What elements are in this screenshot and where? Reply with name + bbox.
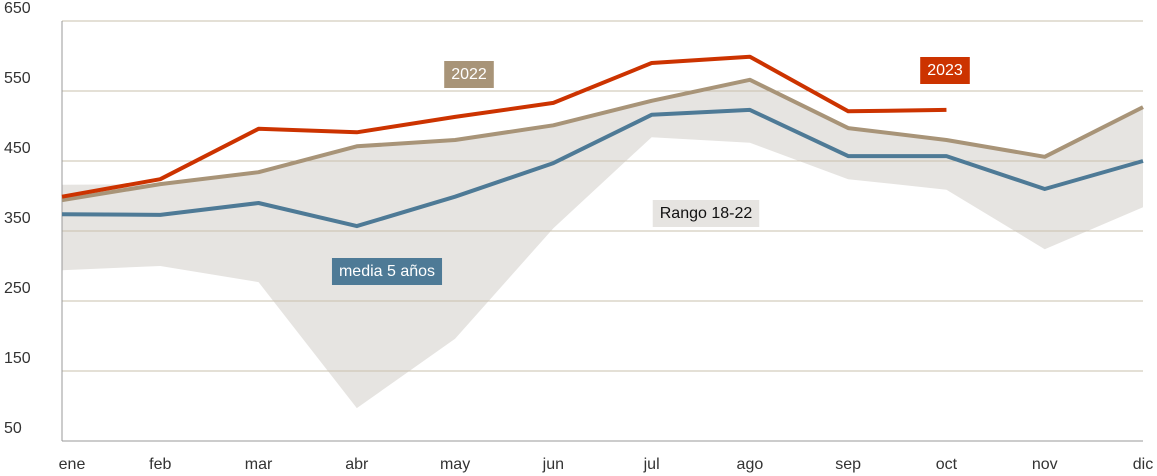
annotation-label: 2023 [927,62,963,79]
x-tick-label: oct [936,456,958,473]
x-tick-label: abr [345,456,369,473]
y-tick-label: 350 [4,210,31,227]
annotation-label: media 5 años [339,263,435,280]
y-tick-label: 550 [4,70,31,87]
x-tick-label: dic [1133,456,1153,473]
series-line [61,107,1144,229]
y-tick-label: 50 [4,420,22,437]
annotation-box [331,258,443,285]
y-tick-label: 250 [4,280,31,297]
x-tick-label: sep [835,456,861,473]
annotation-label: 2022 [451,66,487,83]
annotation-box [444,61,494,88]
x-tick-label: feb [149,456,171,473]
series-line [61,54,947,199]
y-tick-label: 150 [4,350,31,367]
annotation-box [652,200,760,227]
annotation-box [920,57,970,84]
x-tick-label: ago [737,456,764,473]
x-tick-label: jul [643,456,660,473]
band-layer [62,79,1143,409]
y-tick-label: 650 [4,0,31,17]
x-tick-label: jun [542,456,564,473]
labels-layer: 50 150 250 350 450 550 650 ene feb mar abr may jun ju… [4,0,1153,473]
grid-layer [61,20,1143,442]
y-tick-label: 450 [4,140,31,157]
lines-layer [61,54,1144,229]
x-tick-label: mar [245,456,273,473]
x-tick-label: ene [59,456,86,473]
x-tick-label: nov [1032,456,1058,473]
x-tick-label: may [440,456,470,473]
annotation-label: Rango 18-22 [660,205,753,222]
range-band [62,79,1143,409]
series-line [61,77,1144,203]
